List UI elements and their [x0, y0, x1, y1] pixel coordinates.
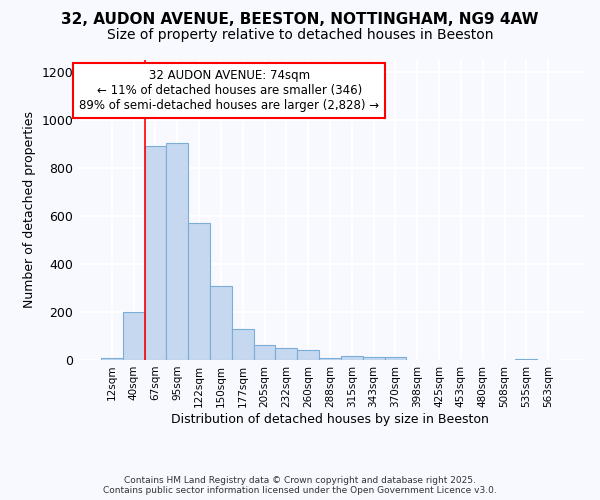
Text: Contains HM Land Registry data © Crown copyright and database right 2025.
Contai: Contains HM Land Registry data © Crown c… [103, 476, 497, 495]
Y-axis label: Number of detached properties: Number of detached properties [23, 112, 36, 308]
Bar [101, 358, 123, 360]
Bar [363, 356, 385, 360]
Bar [254, 345, 275, 360]
Text: Size of property relative to detached houses in Beeston: Size of property relative to detached ho… [107, 28, 493, 42]
Bar [188, 223, 210, 360]
Bar [341, 356, 363, 360]
Bar [145, 146, 166, 360]
Bar [297, 350, 319, 360]
Bar [275, 348, 297, 360]
Bar [166, 143, 188, 360]
Bar [385, 357, 406, 360]
X-axis label: Distribution of detached houses by size in Beeston: Distribution of detached houses by size … [171, 412, 489, 426]
Bar [123, 312, 145, 360]
Bar [232, 329, 254, 360]
Text: 32 AUDON AVENUE: 74sqm
← 11% of detached houses are smaller (346)
89% of semi-de: 32 AUDON AVENUE: 74sqm ← 11% of detached… [79, 69, 379, 112]
Bar [319, 358, 341, 360]
Text: 32, AUDON AVENUE, BEESTON, NOTTINGHAM, NG9 4AW: 32, AUDON AVENUE, BEESTON, NOTTINGHAM, N… [61, 12, 539, 28]
Bar [210, 286, 232, 360]
